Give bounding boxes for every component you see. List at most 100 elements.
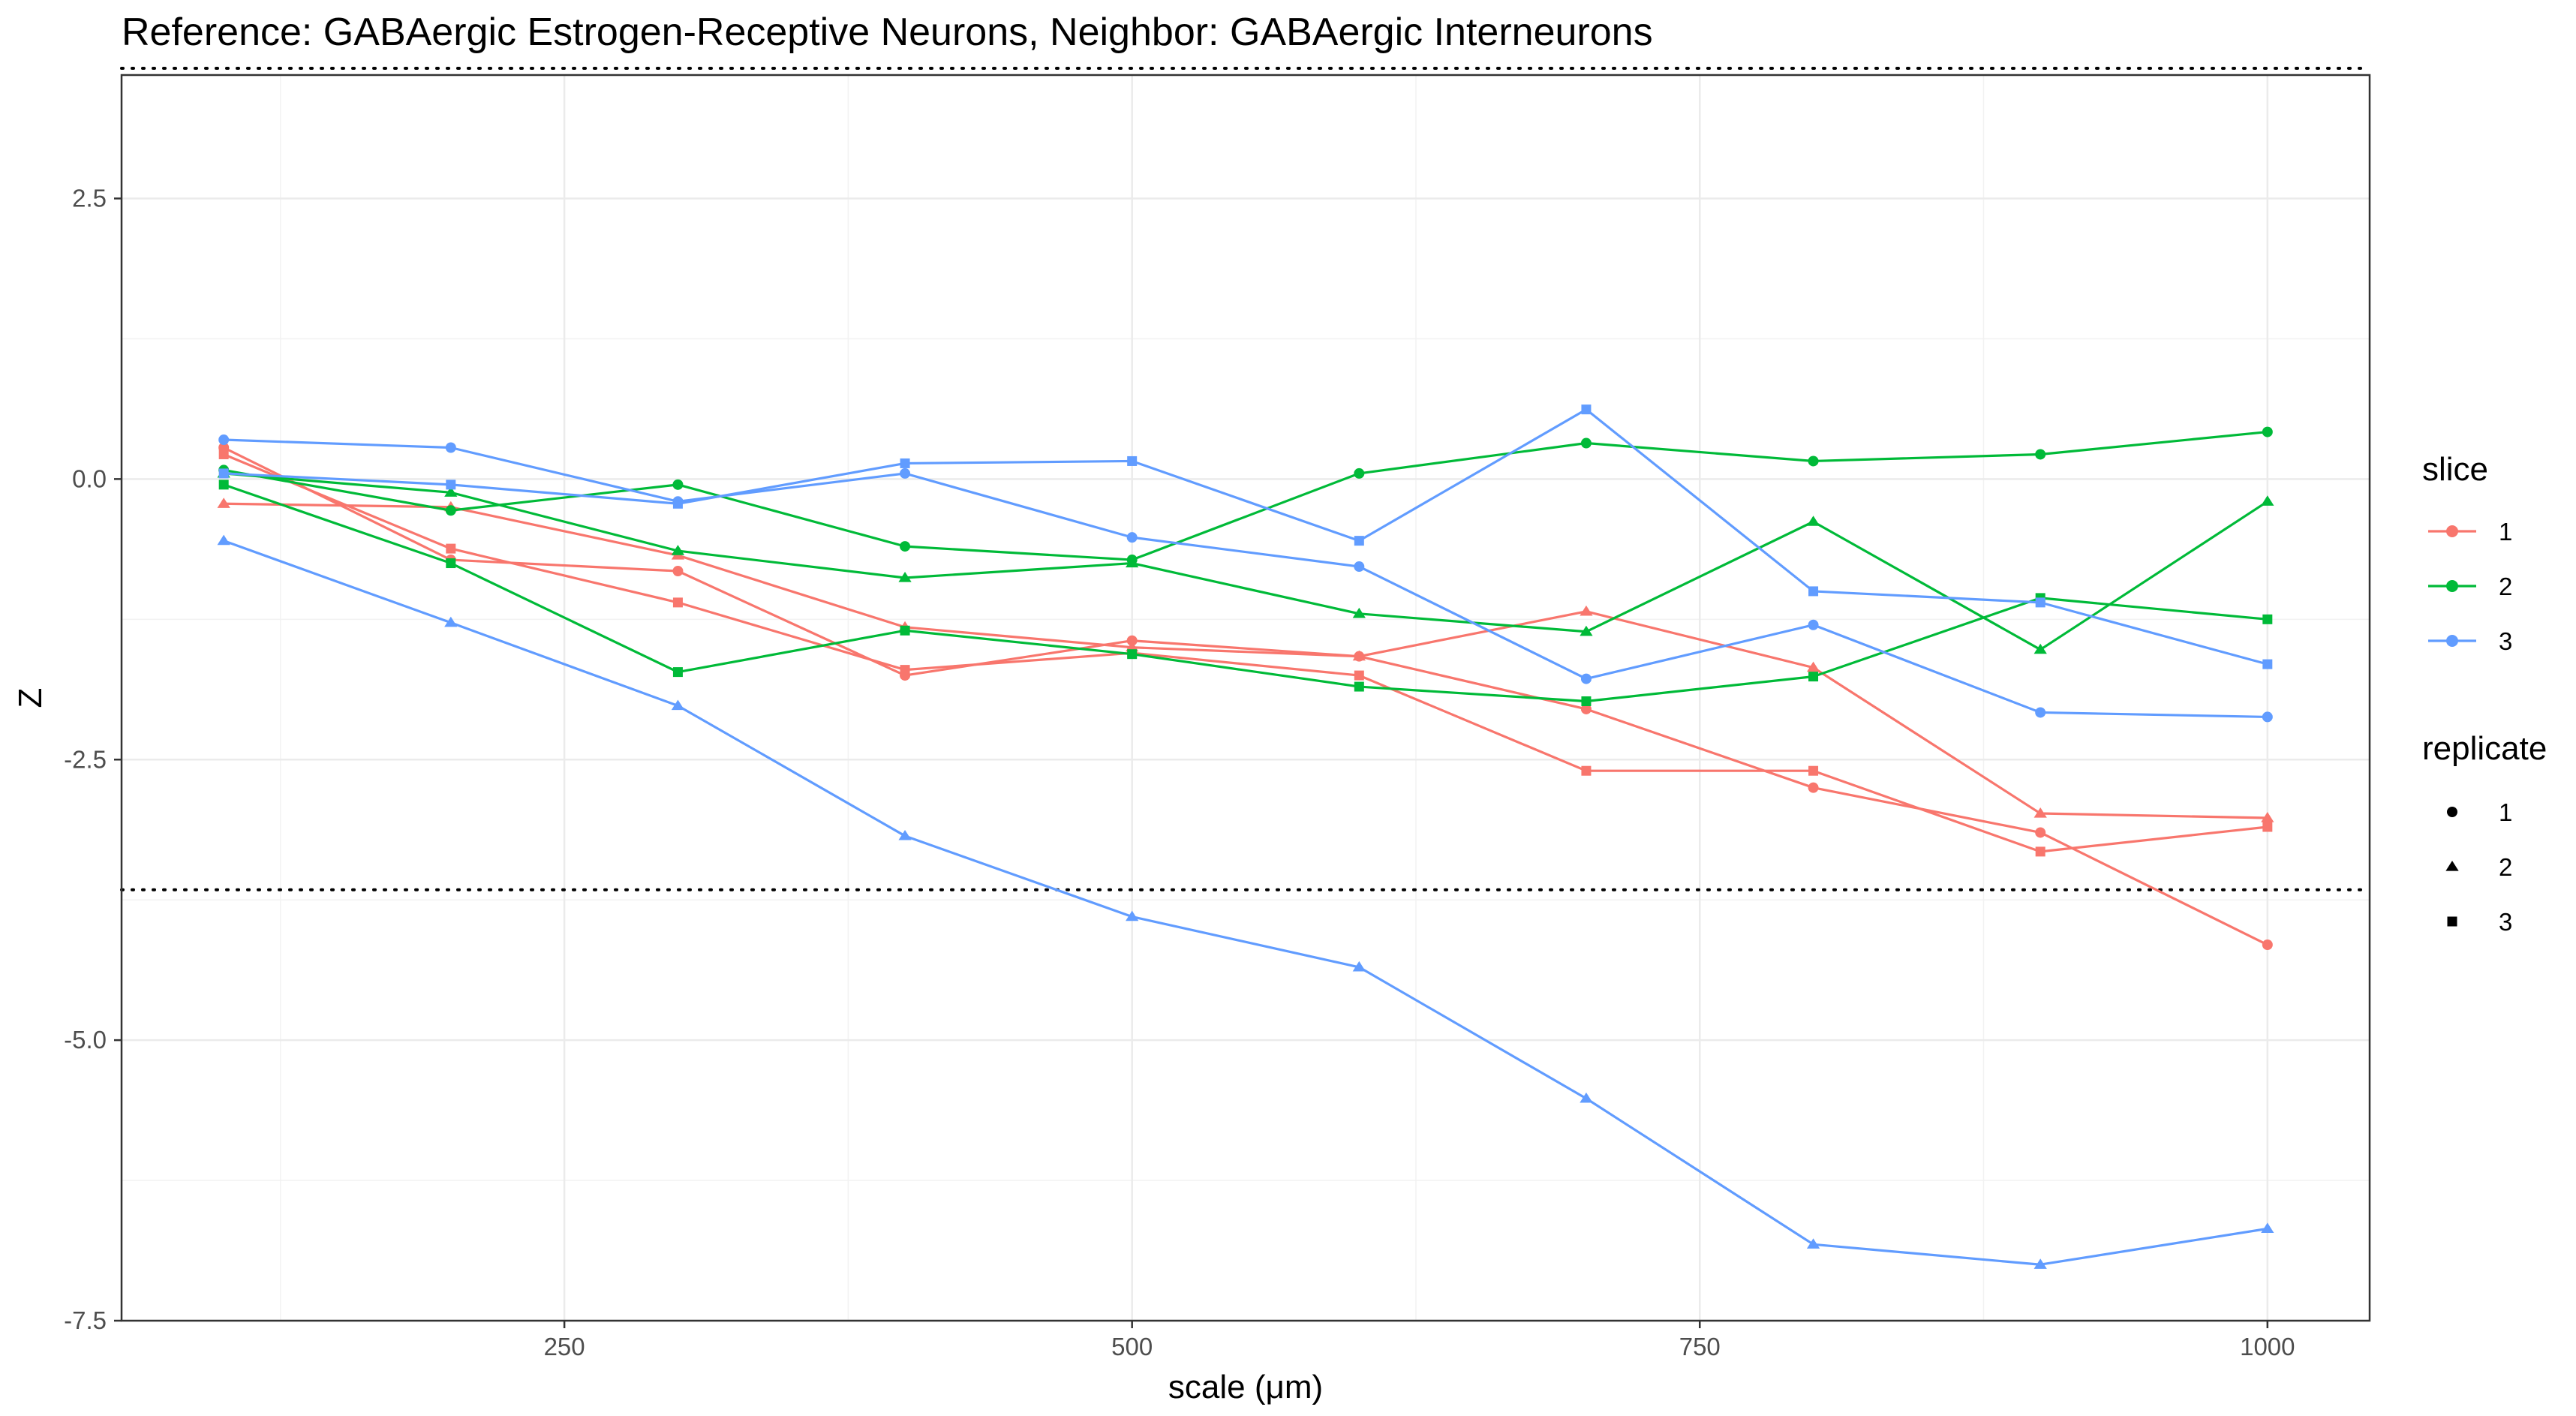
data-point (1126, 910, 1139, 921)
legend-replicate-marker (2447, 916, 2457, 927)
x-axis-title: scale (μm) (1168, 1369, 1323, 1405)
data-point (2262, 614, 2273, 624)
series-line (223, 452, 2268, 853)
data-point (2262, 659, 2273, 669)
data-point (1580, 1092, 1593, 1103)
x-tick-label: 750 (1679, 1333, 1721, 1360)
y-tick-label: -5.0 (64, 1026, 107, 1054)
data-point (2262, 822, 2273, 832)
data-point (218, 449, 229, 459)
data-point (672, 498, 683, 509)
x-tick-label: 250 (544, 1333, 585, 1360)
data-point (2261, 495, 2274, 506)
y-axis-title: Z (12, 688, 49, 708)
data-point (900, 665, 910, 675)
data-point (2033, 807, 2047, 818)
x-tick-label: 1000 (2240, 1333, 2295, 1360)
data-point (900, 625, 910, 636)
data-point (1352, 607, 1366, 618)
legend-replicate-title: replicate (2422, 730, 2547, 767)
y-tick-label: -2.5 (64, 745, 107, 773)
data-point (218, 480, 229, 490)
data-point (1580, 673, 1592, 684)
data-point (2262, 939, 2273, 951)
data-point (1806, 661, 1820, 672)
legend-slice-marker (2446, 635, 2458, 647)
legend-replicate-marker (2447, 807, 2457, 817)
legend-replicate-label: 3 (2499, 908, 2512, 936)
data-point (446, 558, 456, 569)
data-point (1127, 649, 1138, 660)
data-point (1127, 455, 1138, 466)
data-point (672, 566, 684, 577)
data-point (1808, 672, 1819, 682)
legend-replicate-label: 2 (2499, 853, 2512, 881)
series-slice-2-replicate-1 (218, 426, 2273, 566)
series-line (223, 483, 2268, 703)
data-point (1808, 782, 1819, 793)
data-point (218, 468, 229, 479)
data-point (898, 829, 912, 840)
x-tick-label: 500 (1111, 1333, 1153, 1360)
data-point (1126, 557, 1139, 568)
data-point (1808, 455, 1819, 467)
data-point (2033, 1258, 2047, 1269)
data-point (444, 486, 458, 497)
data-point (900, 467, 911, 479)
data-point (1354, 681, 1364, 692)
data-point (671, 545, 685, 555)
grid (122, 75, 2370, 1322)
data-point (445, 442, 456, 453)
series-slice-3-replicate-1 (218, 434, 2273, 723)
data-point (1126, 532, 1138, 543)
data-point (672, 479, 684, 490)
data-point (672, 597, 683, 608)
legend-slice-label: 1 (2499, 518, 2512, 546)
data-point (217, 534, 230, 546)
data-point (1806, 1238, 1820, 1249)
series-line (224, 472, 2268, 651)
data-point (2035, 707, 2046, 718)
series-slice-3-replicate-3 (218, 404, 2273, 669)
legend-slice-marker (2446, 580, 2458, 592)
legend-slice: slice 1 2 3 (2422, 451, 2512, 655)
series-slice-2-replicate-3 (218, 480, 2273, 706)
reference-lines (120, 67, 2371, 891)
data-point (898, 571, 912, 582)
data-point (672, 667, 683, 678)
series-line (224, 438, 2268, 719)
data-point (218, 434, 230, 446)
data-point (1352, 650, 1366, 661)
data-point (1581, 404, 1592, 415)
data-point (444, 616, 458, 627)
data-point (1354, 561, 1365, 573)
legend-replicate-marker (2445, 861, 2459, 871)
legend-replicate: replicate 1 2 3 (2422, 730, 2547, 936)
data-point (1352, 961, 1366, 972)
y-tick-label: -7.5 (64, 1306, 107, 1334)
data-point (1580, 437, 1592, 449)
data-point (2262, 711, 2273, 723)
data-point (2035, 449, 2046, 460)
y-tick-label: 2.5 (72, 185, 107, 212)
series-line (223, 430, 2268, 561)
data-point (2035, 597, 2045, 608)
axes: 250 500 750 1000 -7.5 -5.0 -2.5 0.0 2.5 (64, 185, 2295, 1360)
series-slice-1-replicate-1 (218, 442, 2273, 951)
panel-border (120, 74, 2371, 1322)
data-point (1581, 765, 1592, 776)
data-point (1808, 586, 1819, 597)
data-point (2262, 426, 2273, 437)
data-series (217, 404, 2274, 1269)
data-point (1581, 696, 1592, 706)
data-point (1808, 619, 1819, 630)
data-point (1808, 765, 1819, 776)
data-point (217, 498, 230, 508)
data-point (1580, 605, 1593, 616)
data-point (2261, 812, 2274, 822)
data-point (2035, 827, 2046, 838)
data-point (446, 543, 456, 554)
data-point (1354, 536, 1364, 546)
data-point (1580, 703, 1592, 714)
